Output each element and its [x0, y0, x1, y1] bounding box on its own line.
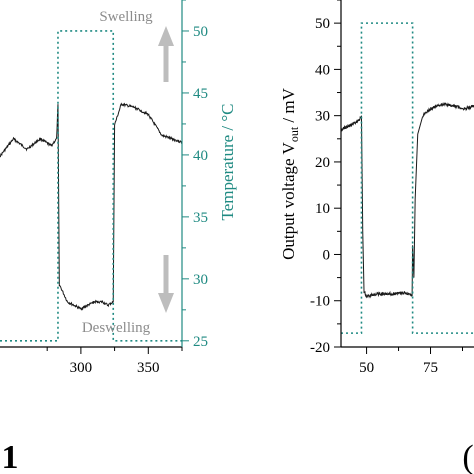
temperature-tick-label-25: 25	[193, 334, 208, 350]
right-y-tick-label-20: 20	[315, 155, 330, 171]
temperature-axis-label: Temperature / °C	[218, 103, 237, 220]
left-signal-line	[0, 102, 182, 311]
right-y-tick-label-40: 40	[315, 62, 330, 78]
right-y-tick-label-50: 50	[315, 16, 330, 32]
swelling-arrow-icon	[158, 26, 174, 82]
right-y-tick-label--10: -10	[310, 294, 330, 310]
left-temperature-ticks: 25 30 35 40 45 50	[182, 0, 208, 350]
left-panel-label: 1	[2, 439, 19, 474]
right-x-ticks: 50 75	[359, 347, 463, 376]
left-plot-area	[0, 30, 182, 342]
output-voltage-axis-label: Output voltage Vout / mV	[279, 87, 301, 260]
swelling-annotation: Swelling	[99, 9, 153, 25]
right-y-tick-label-10: 10	[315, 201, 330, 217]
left-temperature-line	[0, 30, 182, 342]
right-y-tick-label--20: -20	[310, 340, 330, 356]
temperature-tick-label-45: 45	[193, 86, 208, 102]
left-x-ticks: 300 350	[46, 347, 183, 376]
right-y-tick-label-0: 0	[323, 247, 331, 263]
temperature-tick-label-30: 30	[193, 272, 208, 288]
left-x-tick-label-350: 350	[137, 360, 160, 376]
deswelling-arrow-icon	[158, 255, 174, 313]
ylabel-main: Output voltage V	[279, 141, 298, 259]
right-x-tick-label-50: 50	[359, 360, 374, 376]
temperature-tick-label-50: 50	[193, 24, 208, 40]
right-x-tick-label-75: 75	[423, 360, 438, 376]
left-x-tick-label-300: 300	[70, 360, 93, 376]
right-y-ticks: -20 -10 0 10 20 30 40 50	[310, 0, 341, 356]
ylabel-subscript: out	[287, 126, 301, 142]
right-panel-label: (	[462, 439, 473, 474]
right-temperature-line	[341, 22, 474, 334]
output-voltage-line	[341, 102, 474, 299]
right-panel: 50 75 -20 -10 0 10 20 30 40 50 Output voltage Vo…	[279, 0, 474, 474]
temperature-tick-label-40: 40	[193, 148, 208, 164]
temperature-tick-label-35: 35	[193, 210, 208, 226]
ylabel-unit: / mV	[279, 87, 298, 126]
right-y-tick-label-30: 30	[315, 109, 330, 125]
right-plot-area	[341, 22, 474, 334]
deswelling-annotation: Deswelling	[82, 320, 151, 336]
left-panel: 300 350 25 30 35 40 45 50 Temperature / °C Swe…	[0, 0, 237, 474]
